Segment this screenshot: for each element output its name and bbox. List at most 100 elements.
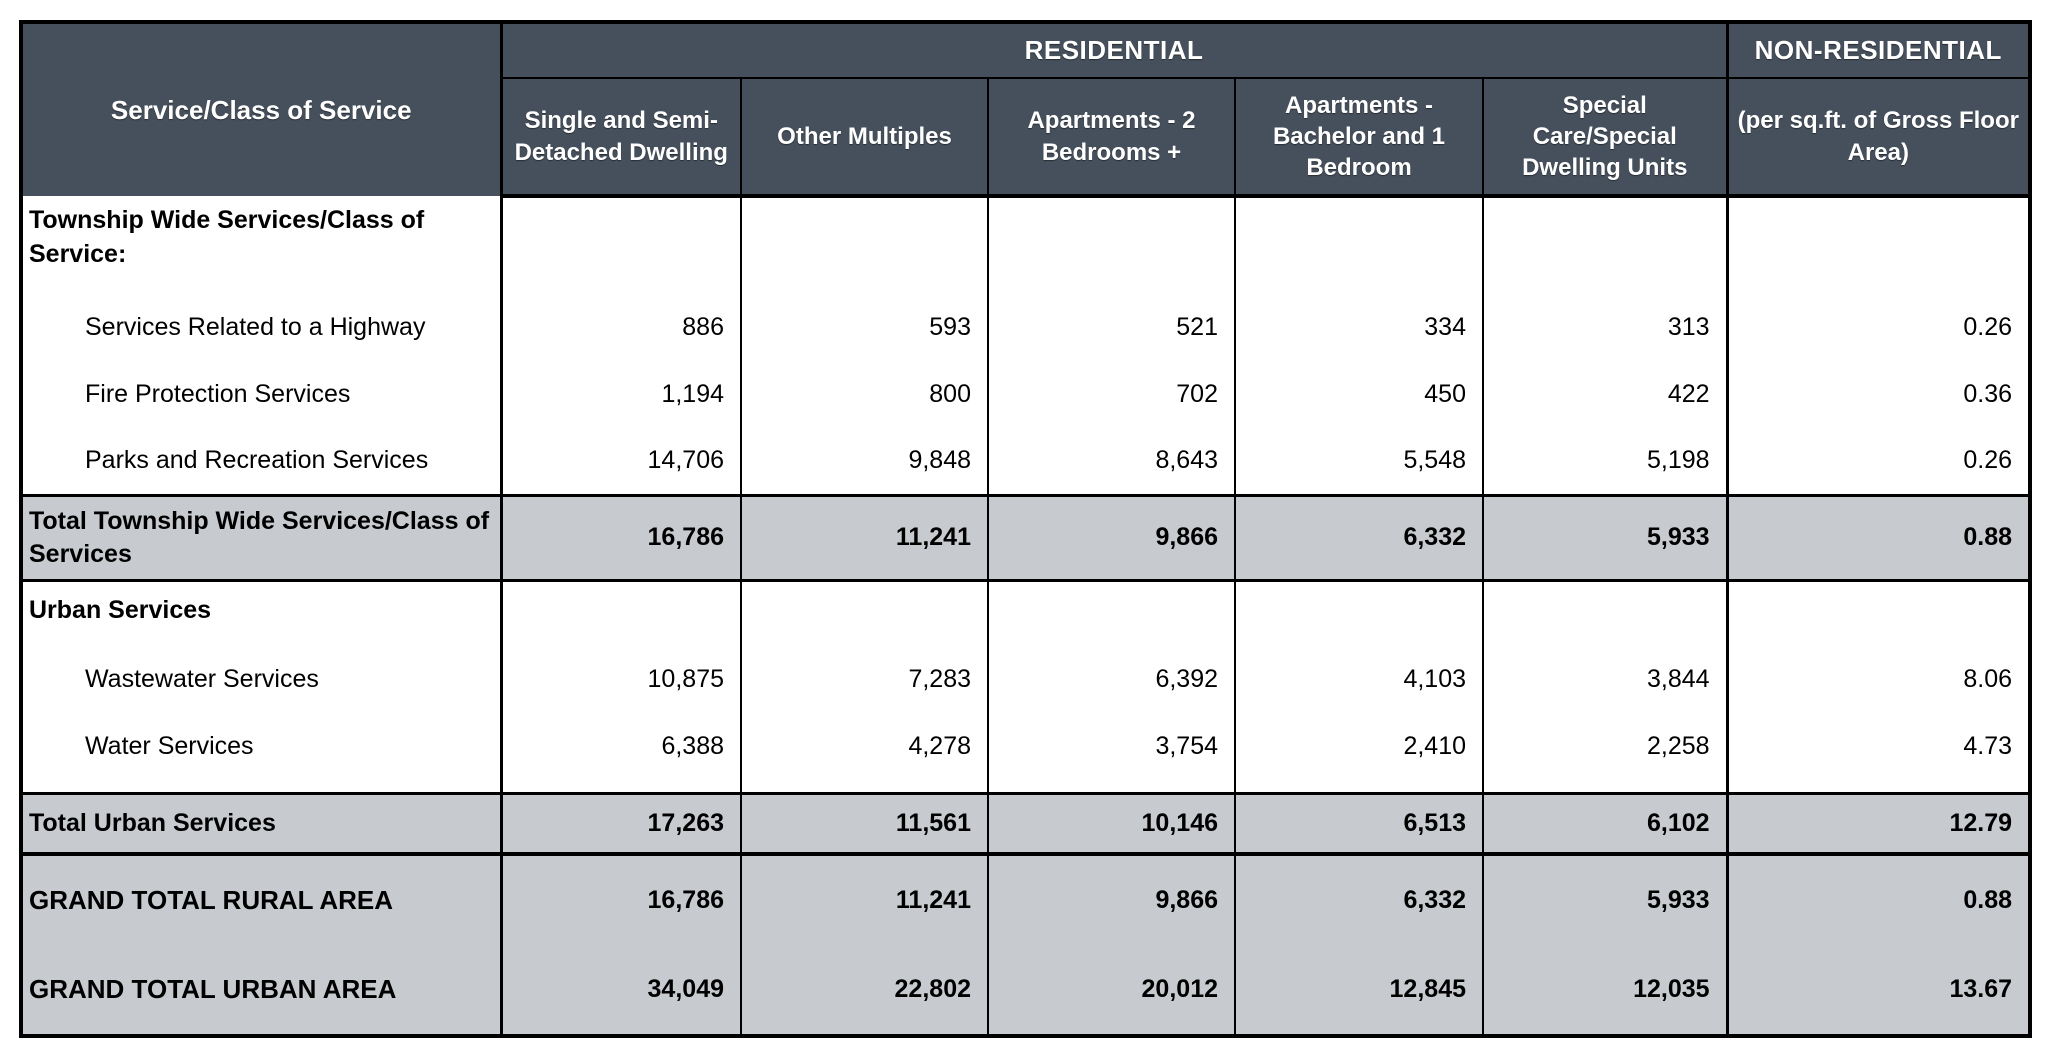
empty-cell — [499, 580, 741, 646]
col-header-apartments-2-bedrooms: Apartments - 2 Bedrooms + — [987, 78, 1235, 198]
value-cell: 4,103 — [1234, 646, 1483, 713]
value-cell: 8,643 — [987, 428, 1235, 495]
value-cell: 9,848 — [740, 428, 988, 495]
section-title-row-urban: Urban Services — [19, 580, 2031, 646]
value-cell: 422 — [1481, 361, 1728, 428]
total-value-cell: 11,561 — [740, 791, 988, 856]
empty-cell — [1481, 580, 1728, 646]
total-value-cell: 9,866 — [987, 493, 1235, 582]
total-value-cell: 10,146 — [987, 791, 1235, 856]
value-cell: 521 — [987, 294, 1235, 361]
empty-cell — [1725, 196, 2031, 294]
empty-cell — [499, 196, 741, 294]
non-residential-group-header: NON-RESIDENTIAL — [1725, 22, 2031, 79]
empty-cell — [740, 196, 988, 294]
row-grand-total-urban: GRAND TOTAL URBAN AREA 34,049 22,802 20,… — [19, 945, 2031, 1036]
row-label: Services Related to a Highway — [19, 294, 501, 361]
value-cell: 702 — [987, 361, 1235, 428]
row-grand-total-rural: GRAND TOTAL RURAL AREA 16,786 11,241 9,8… — [19, 852, 2031, 945]
total-value-cell: 12.79 — [1725, 791, 2031, 856]
value-cell: 3,844 — [1481, 646, 1728, 713]
value-cell: 0.36 — [1725, 361, 2031, 428]
value-cell: 2,258 — [1481, 713, 1728, 793]
empty-cell — [740, 580, 988, 646]
row-label: Parks and Recreation Services — [19, 428, 501, 495]
row-label: Water Services — [19, 713, 501, 793]
row-wastewater-services: Wastewater Services 10,875 7,283 6,392 4… — [19, 646, 2031, 713]
total-value-cell: 16,786 — [499, 493, 741, 582]
value-cell: 0.26 — [1725, 428, 2031, 495]
value-cell: 593 — [740, 294, 988, 361]
value-cell: 886 — [499, 294, 741, 361]
col-header-other-multiples: Other Multiples — [740, 78, 988, 198]
value-cell: 1,194 — [499, 361, 741, 428]
header-group-row: Service/Class of Service RESIDENTIAL NON… — [19, 22, 2031, 196]
row-services-related-to-highway: Services Related to a Highway 886 593 52… — [19, 294, 2031, 361]
row-fire-protection-services: Fire Protection Services 1,194 800 702 4… — [19, 361, 2031, 428]
value-cell: 6,392 — [987, 646, 1235, 713]
row-label: Wastewater Services — [19, 646, 501, 713]
grand-total-value-cell: 12,035 — [1481, 945, 1728, 1036]
value-cell: 0.26 — [1725, 294, 2031, 361]
value-cell: 7,283 — [740, 646, 988, 713]
grand-total-label: GRAND TOTAL RURAL AREA — [19, 852, 501, 945]
grand-total-value-cell: 34,049 — [499, 945, 741, 1036]
col-header-special-care: Special Care/Special Dwelling Units — [1481, 78, 1728, 198]
section-title-township: Township Wide Services/Class of Service: — [19, 196, 501, 294]
grand-total-value-cell: 11,241 — [740, 852, 988, 945]
row-total-urban-services: Total Urban Services 17,263 11,561 10,14… — [19, 791, 2031, 856]
total-value-cell: 0.88 — [1725, 493, 2031, 582]
value-cell: 10,875 — [499, 646, 741, 713]
empty-cell — [1234, 196, 1483, 294]
value-cell: 3,754 — [987, 713, 1235, 793]
residential-group-header: RESIDENTIAL — [499, 22, 1728, 79]
value-cell: 313 — [1481, 294, 1728, 361]
grand-total-value-cell: 5,933 — [1481, 852, 1728, 945]
total-value-cell: 6,513 — [1234, 791, 1483, 856]
empty-cell — [987, 196, 1235, 294]
total-value-cell: 17,263 — [499, 791, 741, 856]
grand-total-value-cell: 12,845 — [1234, 945, 1483, 1036]
value-cell: 8.06 — [1725, 646, 2031, 713]
value-cell: 334 — [1234, 294, 1483, 361]
empty-cell — [1725, 580, 2031, 646]
col-header-apartments-bachelor-1-bedroom: Apartments - Bachelor and 1 Bedroom — [1234, 78, 1483, 198]
grand-total-value-cell: 22,802 — [740, 945, 988, 1036]
value-cell: 450 — [1234, 361, 1483, 428]
header-columns-row: Single and Semi-Detached Dwelling Other … — [21, 78, 2031, 198]
value-cell: 4.73 — [1725, 713, 2031, 793]
row-water-services: Water Services 6,388 4,278 3,754 2,410 2… — [19, 713, 2031, 793]
row-total-township-wide: Total Township Wide Services/Class of Se… — [19, 493, 2031, 582]
value-cell: 14,706 — [499, 428, 741, 495]
row-label: Fire Protection Services — [19, 361, 501, 428]
value-cell: 4,278 — [740, 713, 988, 793]
grand-total-label: GRAND TOTAL URBAN AREA — [19, 945, 501, 1036]
total-value-cell: 11,241 — [740, 493, 988, 582]
value-cell: 5,548 — [1234, 428, 1483, 495]
row-parks-recreation-services: Parks and Recreation Services 14,706 9,8… — [19, 428, 2031, 495]
grand-total-value-cell: 0.88 — [1725, 852, 2031, 945]
grand-total-value-cell: 20,012 — [987, 945, 1235, 1036]
col-header-single-semi-detached: Single and Semi-Detached Dwelling — [499, 78, 741, 198]
corner-header-cell: Service/Class of Service — [19, 22, 501, 196]
total-value-cell: 5,933 — [1481, 493, 1728, 582]
value-cell: 800 — [740, 361, 988, 428]
grand-total-value-cell: 6,332 — [1234, 852, 1483, 945]
empty-cell — [987, 580, 1235, 646]
grand-total-value-cell: 16,786 — [499, 852, 741, 945]
grand-total-value-cell: 13.67 — [1725, 945, 2031, 1036]
total-value-cell: 6,102 — [1481, 791, 1728, 856]
empty-cell — [1234, 580, 1483, 646]
empty-cell — [1481, 196, 1728, 294]
value-cell: 2,410 — [1234, 713, 1483, 793]
section-title-row-township: Township Wide Services/Class of Service: — [19, 196, 2031, 294]
total-label: Total Township Wide Services/Class of Se… — [19, 493, 501, 582]
grand-total-value-cell: 9,866 — [987, 852, 1235, 945]
section-title-urban: Urban Services — [19, 580, 501, 646]
value-cell: 6,388 — [499, 713, 741, 793]
total-value-cell: 6,332 — [1234, 493, 1483, 582]
value-cell: 5,198 — [1481, 428, 1728, 495]
development-charges-table: Service/Class of Service RESIDENTIAL NON… — [19, 20, 2033, 1038]
total-label: Total Urban Services — [19, 791, 501, 856]
